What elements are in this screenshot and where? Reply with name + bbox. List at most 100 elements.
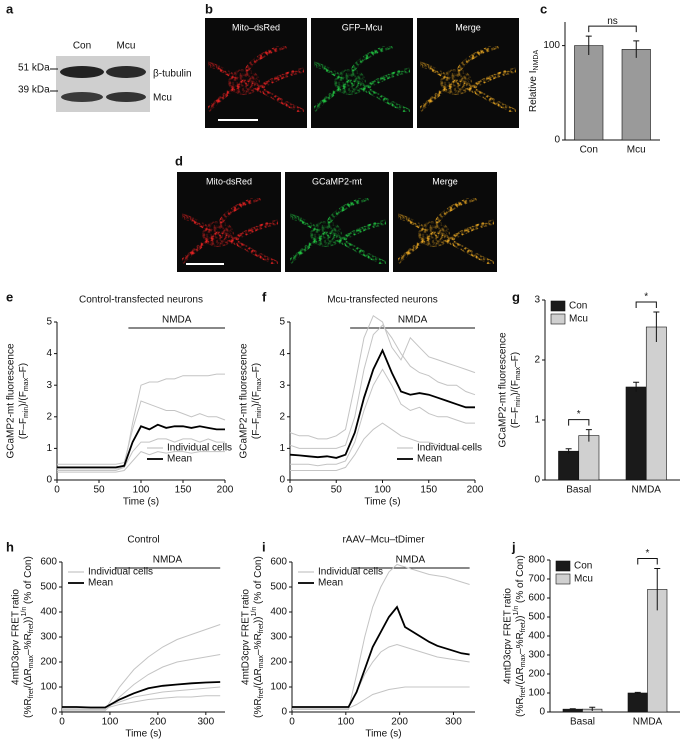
y-tick-label: 4 <box>46 348 52 359</box>
y-tick-label: 1 <box>279 443 285 454</box>
label-part: (F–F <box>510 407 521 428</box>
x-tick-label: Basal <box>566 485 591 496</box>
x-tick-label: 300 <box>197 717 214 728</box>
panel-letter: i <box>262 539 266 554</box>
chart-title: Control-transfected neurons <box>79 295 203 306</box>
bar <box>627 692 648 713</box>
cell-trace <box>289 324 476 449</box>
panel-letter: g <box>512 289 520 304</box>
y-tick-label: 300 <box>270 632 287 643</box>
error-bar <box>585 429 592 442</box>
y-tick-label: 5 <box>46 317 52 328</box>
cell-trace <box>290 368 475 467</box>
y-tick-label: 1 <box>534 415 540 426</box>
y-tick-label: 600 <box>270 557 287 568</box>
label-part: max <box>23 377 30 391</box>
cell-trace <box>62 624 221 710</box>
legend-label: Individual cells <box>417 443 482 454</box>
label-part: fret <box>258 623 265 633</box>
x-tick-label: 50 <box>93 485 105 496</box>
image-label: Mito–dsRed <box>232 22 280 32</box>
label-part: max <box>258 654 265 668</box>
x-tick-label: NMDA <box>632 485 662 496</box>
panel-letter: h <box>6 539 14 554</box>
error-bar <box>569 708 576 710</box>
y-tick-label: 0 <box>51 707 57 718</box>
chart-title: Control <box>127 535 159 546</box>
y-tick-label: 100 <box>543 40 560 51</box>
label-part: (F–F <box>251 418 262 439</box>
stimulus-label: NMDA <box>396 555 426 566</box>
label-part: max <box>28 654 35 668</box>
stimulus-label: NMDA <box>153 555 183 566</box>
image-label: Merge <box>455 22 481 32</box>
panel-letter: b <box>205 1 213 16</box>
x-axis-label: Time (s) <box>123 497 159 508</box>
label-part: fret <box>520 622 527 632</box>
significance-label: * <box>644 292 648 303</box>
y-tick-label: 3 <box>279 380 285 391</box>
y-tick-label: 400 <box>40 607 57 618</box>
label-part: –F) <box>251 363 262 378</box>
x-tick-label: 100 <box>102 717 119 728</box>
y-tick-label: 2 <box>534 355 540 366</box>
label-part: –F) <box>510 352 521 367</box>
cell-trace <box>292 563 470 710</box>
label-part: fret <box>520 687 527 697</box>
band-label: β-tubulin <box>153 69 192 80</box>
y-tick-label: 100 <box>40 682 57 693</box>
x-axis-label: Time (s) <box>365 729 401 740</box>
blot-band <box>106 66 146 78</box>
panel-letter: a <box>6 1 14 16</box>
y-tick-label: 200 <box>528 669 545 680</box>
label-part: )) <box>515 616 526 623</box>
y-tick-label: 0 <box>281 707 287 718</box>
stimulus-label: NMDA <box>162 315 192 326</box>
legend-label: Individual cells <box>167 443 232 454</box>
blot <box>56 56 150 112</box>
cell-trace <box>62 654 221 712</box>
x-tick-label: 200 <box>217 485 234 496</box>
error-bar <box>565 448 572 454</box>
label-part: (% of Con) <box>253 556 264 607</box>
legend-label: Individual cells <box>88 567 153 578</box>
significance-label: * <box>577 409 581 420</box>
y-axis-label: (F–Fmin)/(Fmax–F) <box>510 352 523 428</box>
x-tick-label: 100 <box>337 717 354 728</box>
label-part: )) <box>23 617 34 624</box>
x-tick-label: 100 <box>133 485 150 496</box>
panel-letter: f <box>262 289 267 304</box>
label-part: fret <box>28 623 35 633</box>
legend-label: Mean <box>88 578 113 589</box>
y-tick-label: 100 <box>270 682 287 693</box>
panel-letter: d <box>175 153 183 168</box>
label-part: )/(F <box>18 391 29 407</box>
label-part: /(ΔR <box>515 667 526 687</box>
y-tick-label: 0 <box>534 475 540 486</box>
x-tick-label: Con <box>580 145 598 156</box>
error-bar <box>585 35 592 56</box>
y-axis-label: 4mtD3cpv FRET ratio <box>241 589 252 685</box>
y-tick-label: 2 <box>279 411 285 422</box>
label-part: –F) <box>18 363 29 378</box>
label-part: (%R <box>23 698 34 717</box>
label-part: (% of Con) <box>515 555 526 606</box>
image-label: Mito-dsRed <box>206 176 252 186</box>
x-tick-label: 200 <box>391 717 408 728</box>
y-tick-label: 200 <box>270 657 287 668</box>
legend-swatch <box>550 313 566 325</box>
bar <box>621 49 651 141</box>
x-axis-label: Time (s) <box>125 729 161 740</box>
x-tick-label: 0 <box>289 717 295 728</box>
y-axis-label: (%Rfret/(ΔRmax–%Rfret))1/n (% of Con) <box>21 556 35 718</box>
x-tick-label: Mcu <box>627 145 646 156</box>
y-tick-label: 200 <box>40 657 57 668</box>
legend-swatch <box>555 560 571 572</box>
bar <box>578 435 600 481</box>
mean-line <box>57 423 225 469</box>
y-axis-label: Relative INMDA <box>528 50 541 113</box>
x-tick-label: 100 <box>374 485 391 496</box>
mean-line <box>62 681 221 709</box>
